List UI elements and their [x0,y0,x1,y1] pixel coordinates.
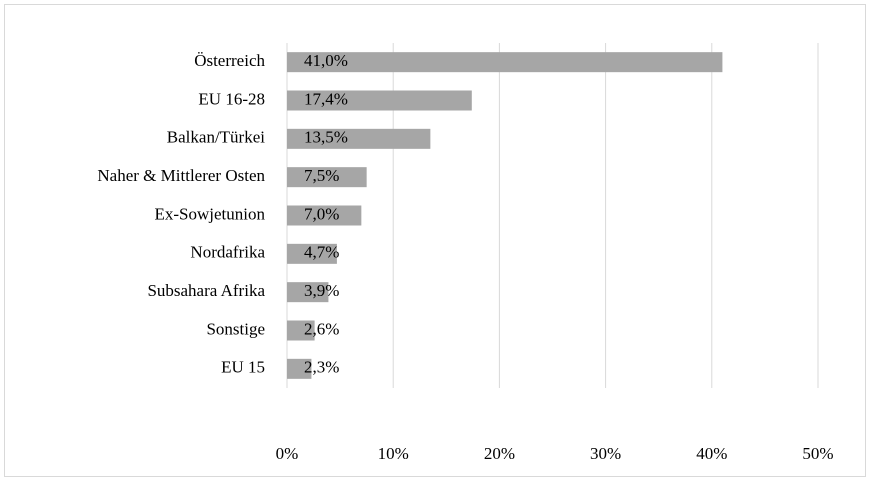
bar [287,52,723,73]
value-label: 7,5% [304,166,339,185]
x-tick-label: 10% [378,444,409,463]
y-tick-label: Ex-Sowjetunion [155,204,266,223]
x-tick-label: 30% [590,444,621,463]
value-label: 4,7% [304,243,339,262]
bar [287,90,472,111]
value-label: 13,5% [304,128,348,147]
y-tick-label: EU 15 [221,358,265,377]
value-label: 2,3% [304,358,339,377]
chart-frame [4,4,866,477]
bar [287,167,367,188]
value-label: 2,6% [304,319,339,338]
value-label: 17,4% [304,89,348,108]
y-tick-label: Naher & Mittlerer Osten [97,166,265,185]
value-label: 7,0% [304,204,339,223]
bar [287,243,337,264]
y-tick-label: Österreich [194,51,265,70]
x-tick-label: 40% [696,444,727,463]
bar [287,358,312,379]
bar [287,128,431,149]
value-label: 3,9% [304,281,339,300]
bar [287,320,315,341]
y-tick-label: Nordafrika [190,243,265,262]
value-label: 41,0% [304,51,348,70]
y-tick-label: Subsahara Afrika [147,281,265,300]
x-tick-label: 50% [802,444,833,463]
y-tick-label: Balkan/Türkei [167,128,265,147]
bar [287,282,329,303]
bar [287,205,362,226]
x-tick-label: 20% [484,444,515,463]
x-tick-label: 0% [276,444,299,463]
y-tick-label: Sonstige [206,319,265,338]
y-tick-label: EU 16-28 [198,89,265,108]
